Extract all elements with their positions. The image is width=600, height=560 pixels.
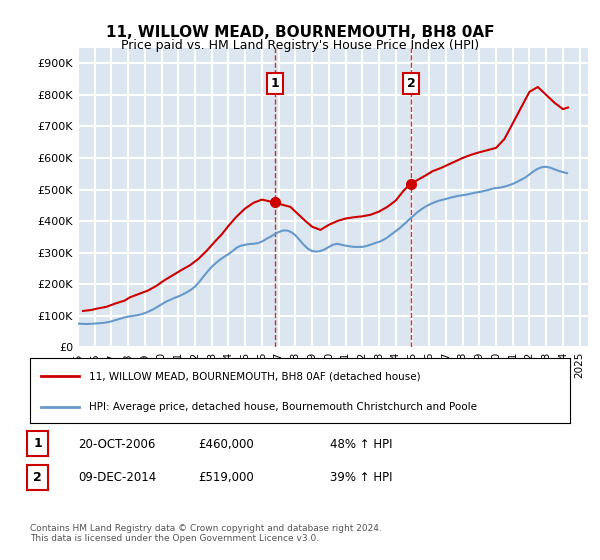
Text: HPI: Average price, detached house, Bournemouth Christchurch and Poole: HPI: Average price, detached house, Bour… — [89, 402, 478, 412]
Text: 2: 2 — [407, 77, 415, 90]
Text: Price paid vs. HM Land Registry's House Price Index (HPI): Price paid vs. HM Land Registry's House … — [121, 39, 479, 52]
Text: 11, WILLOW MEAD, BOURNEMOUTH, BH8 0AF: 11, WILLOW MEAD, BOURNEMOUTH, BH8 0AF — [106, 25, 494, 40]
Text: 39% ↑ HPI: 39% ↑ HPI — [330, 471, 392, 484]
Text: 11, WILLOW MEAD, BOURNEMOUTH, BH8 0AF (detached house): 11, WILLOW MEAD, BOURNEMOUTH, BH8 0AF (d… — [89, 371, 421, 381]
Text: 20-OCT-2006: 20-OCT-2006 — [78, 437, 155, 451]
Text: 48% ↑ HPI: 48% ↑ HPI — [330, 437, 392, 451]
Text: £460,000: £460,000 — [198, 437, 254, 451]
Text: 1: 1 — [33, 437, 42, 450]
Text: 2: 2 — [33, 471, 42, 484]
Text: 1: 1 — [271, 77, 280, 90]
Text: Contains HM Land Registry data © Crown copyright and database right 2024.
This d: Contains HM Land Registry data © Crown c… — [30, 524, 382, 543]
Text: £519,000: £519,000 — [198, 471, 254, 484]
Text: 09-DEC-2014: 09-DEC-2014 — [78, 471, 156, 484]
